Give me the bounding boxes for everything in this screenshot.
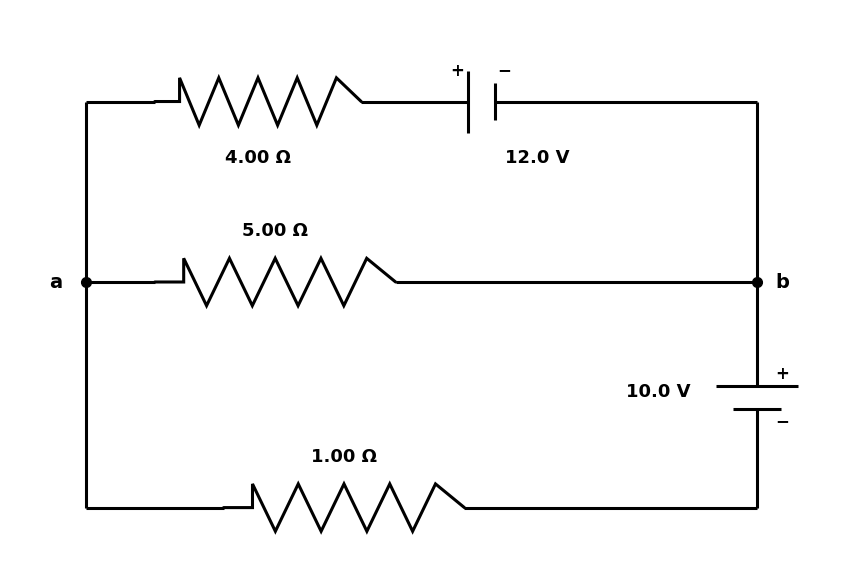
Text: +: + (451, 61, 464, 80)
Text: a: a (49, 272, 63, 292)
Text: 4.00 Ω: 4.00 Ω (225, 149, 291, 167)
Text: −: − (497, 61, 511, 80)
Text: 1.00 Ω: 1.00 Ω (311, 448, 377, 466)
Text: −: − (776, 412, 789, 430)
Text: 10.0 V: 10.0 V (625, 383, 690, 401)
Text: 5.00 Ω: 5.00 Ω (243, 222, 308, 240)
Text: 12.0 V: 12.0 V (506, 149, 569, 167)
Text: +: + (776, 365, 789, 383)
Text: b: b (776, 272, 789, 292)
